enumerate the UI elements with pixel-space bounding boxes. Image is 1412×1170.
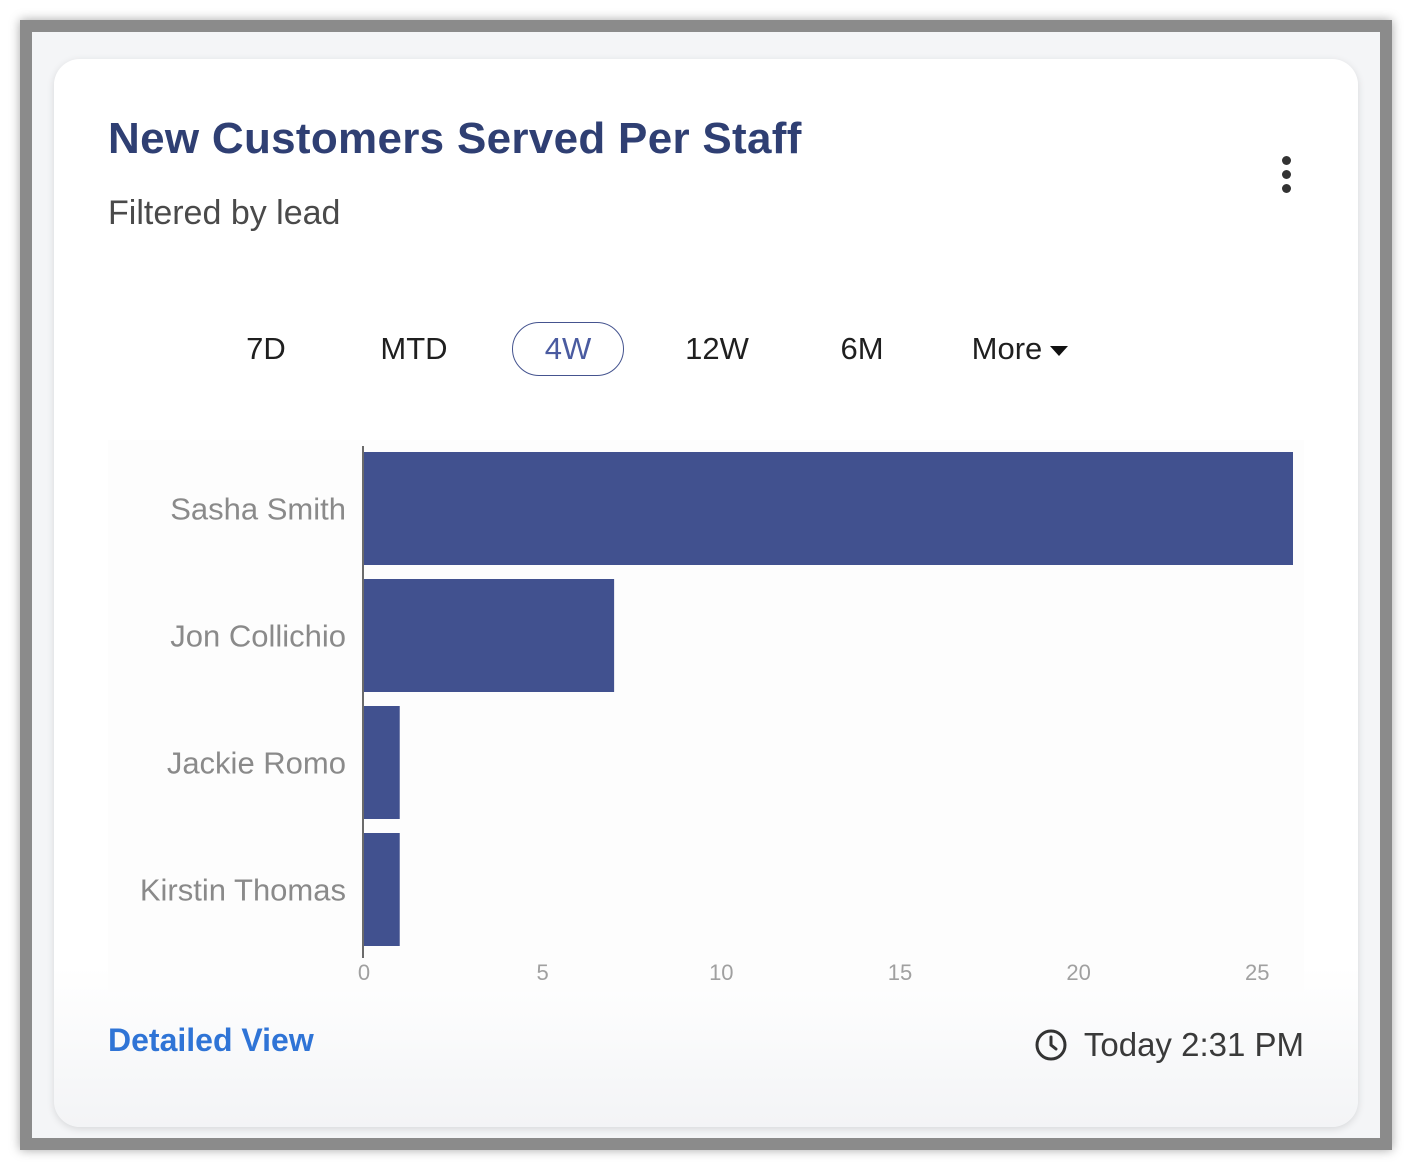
x-tick-label: 15 — [888, 960, 912, 985]
bar — [364, 579, 615, 692]
clock-icon — [1035, 1029, 1067, 1061]
period-selector: 7D MTD 4W 12W 6M More — [0, 322, 1412, 380]
vertical-dots-icon[interactable] — [1270, 152, 1304, 198]
x-tick-label: 20 — [1066, 960, 1090, 985]
period-more-label: More — [971, 331, 1043, 366]
x-tick-label: 10 — [709, 960, 733, 985]
timestamp-text: Today 2:31 PM — [1083, 1026, 1304, 1063]
widget-title: New Customers Served Per Staff — [108, 114, 802, 163]
period-4w[interactable]: 4W — [512, 322, 624, 376]
x-tick-label: 25 — [1245, 960, 1269, 985]
period-6m[interactable]: 6M — [840, 331, 884, 366]
period-12w[interactable]: 12W — [685, 331, 749, 366]
category-label: Jackie Romo — [167, 746, 346, 781]
caret-down-icon — [1050, 345, 1069, 356]
bar — [364, 833, 400, 946]
bar — [364, 452, 1293, 565]
period-more-dropdown[interactable]: More — [958, 322, 1082, 376]
category-label: Jon Collichio — [170, 619, 346, 654]
bar-chart: Sasha Smith Jon Collichio Jackie Romo Kirst… — [108, 440, 1304, 992]
period-7d[interactable]: 7D — [246, 331, 286, 366]
last-updated: Today 2:31 PM — [1034, 1026, 1304, 1064]
x-tick-label: 5 — [537, 960, 549, 985]
widget-subtitle: Filtered by lead — [108, 194, 341, 232]
category-label: Sasha Smith — [170, 492, 346, 527]
bar — [364, 706, 400, 819]
x-tick-label: 0 — [358, 960, 370, 985]
period-mtd[interactable]: MTD — [380, 331, 448, 366]
detailed-view-link[interactable]: Detailed View — [108, 1022, 314, 1058]
category-label: Kirstin Thomas — [140, 873, 346, 908]
bar-chart-svg: Sasha Smith Jon Collichio Jackie Romo Kirst… — [140, 446, 1293, 985]
